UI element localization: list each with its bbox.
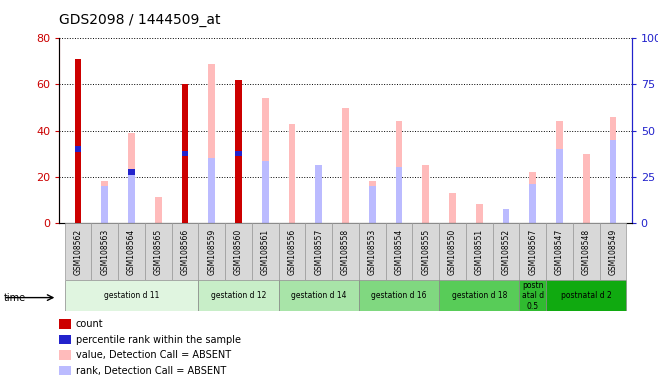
Bar xyxy=(519,223,546,280)
Text: GSM108555: GSM108555 xyxy=(421,228,430,275)
Bar xyxy=(609,117,617,223)
Bar xyxy=(128,172,135,223)
Bar xyxy=(305,223,332,280)
Text: GSM108559: GSM108559 xyxy=(207,228,216,275)
Text: time: time xyxy=(3,293,26,303)
Bar xyxy=(101,186,108,223)
Bar xyxy=(182,151,188,157)
Bar xyxy=(439,223,466,280)
Bar xyxy=(599,223,626,280)
Bar xyxy=(91,223,118,280)
Bar xyxy=(583,154,590,223)
Bar xyxy=(395,121,402,223)
Bar xyxy=(546,280,626,311)
Bar xyxy=(529,184,536,223)
Bar xyxy=(395,167,402,223)
Text: postnatal d 2: postnatal d 2 xyxy=(561,291,611,300)
Text: value, Detection Call = ABSENT: value, Detection Call = ABSENT xyxy=(76,350,231,360)
Bar xyxy=(172,223,198,280)
Bar xyxy=(289,124,295,223)
Text: GSM108549: GSM108549 xyxy=(609,228,617,275)
Bar xyxy=(74,146,82,152)
Text: GSM108562: GSM108562 xyxy=(74,228,82,275)
Text: GSM108565: GSM108565 xyxy=(154,228,163,275)
Text: GDS2098 / 1444509_at: GDS2098 / 1444509_at xyxy=(59,13,220,27)
Bar xyxy=(315,165,322,223)
Text: GSM108548: GSM108548 xyxy=(582,228,591,275)
Bar xyxy=(155,197,162,223)
Text: GSM108561: GSM108561 xyxy=(261,228,270,275)
Bar xyxy=(278,280,359,311)
Text: gestation d 18: gestation d 18 xyxy=(451,291,507,300)
Bar xyxy=(118,223,145,280)
Bar xyxy=(342,108,349,223)
Bar xyxy=(556,121,563,223)
Bar xyxy=(493,223,519,280)
Bar xyxy=(556,149,563,223)
Bar xyxy=(278,223,305,280)
Bar xyxy=(332,223,359,280)
Text: rank, Detection Call = ABSENT: rank, Detection Call = ABSENT xyxy=(76,366,226,376)
Text: GSM108563: GSM108563 xyxy=(100,228,109,275)
Bar xyxy=(101,181,108,223)
Bar xyxy=(609,140,617,223)
Text: GSM108566: GSM108566 xyxy=(180,228,190,275)
Text: postn
atal d
0.5: postn atal d 0.5 xyxy=(522,281,544,311)
Bar xyxy=(128,133,135,223)
Bar xyxy=(466,223,493,280)
Bar xyxy=(529,172,536,223)
Text: count: count xyxy=(76,319,103,329)
Bar xyxy=(209,64,215,223)
Bar xyxy=(64,280,198,311)
Bar xyxy=(315,165,322,223)
Text: GSM108554: GSM108554 xyxy=(394,228,403,275)
Bar xyxy=(519,280,546,311)
Bar xyxy=(198,223,225,280)
Bar xyxy=(74,59,82,223)
Bar xyxy=(413,223,439,280)
Text: GSM108553: GSM108553 xyxy=(368,228,376,275)
Text: GSM108567: GSM108567 xyxy=(528,228,537,275)
Bar xyxy=(546,223,573,280)
Text: GSM108552: GSM108552 xyxy=(501,228,511,275)
Bar xyxy=(182,84,188,223)
Bar xyxy=(145,223,172,280)
Text: gestation d 16: gestation d 16 xyxy=(371,291,426,300)
Bar xyxy=(209,158,215,223)
Bar xyxy=(262,161,268,223)
Text: GSM108547: GSM108547 xyxy=(555,228,564,275)
Bar xyxy=(503,209,509,223)
Text: GSM108560: GSM108560 xyxy=(234,228,243,275)
Text: percentile rank within the sample: percentile rank within the sample xyxy=(76,335,241,345)
Text: GSM108564: GSM108564 xyxy=(127,228,136,275)
Text: GSM108551: GSM108551 xyxy=(474,228,484,275)
Bar xyxy=(476,204,482,223)
Text: GSM108558: GSM108558 xyxy=(341,228,350,275)
Bar xyxy=(225,223,252,280)
Bar xyxy=(422,165,429,223)
Bar xyxy=(64,223,91,280)
Bar xyxy=(235,151,241,157)
Bar xyxy=(386,223,413,280)
Bar xyxy=(573,223,599,280)
Bar xyxy=(449,193,456,223)
Text: gestation d 11: gestation d 11 xyxy=(104,291,159,300)
Bar xyxy=(369,181,376,223)
Bar xyxy=(359,280,439,311)
Bar xyxy=(198,280,278,311)
Text: gestation d 14: gestation d 14 xyxy=(291,291,347,300)
Text: GSM108550: GSM108550 xyxy=(448,228,457,275)
Bar xyxy=(252,223,278,280)
Bar xyxy=(359,223,386,280)
Bar xyxy=(262,98,268,223)
Bar xyxy=(128,169,135,175)
Text: GSM108556: GSM108556 xyxy=(288,228,297,275)
Bar xyxy=(235,80,241,223)
Bar xyxy=(369,186,376,223)
Text: gestation d 12: gestation d 12 xyxy=(211,291,266,300)
Bar xyxy=(439,280,519,311)
Text: GSM108557: GSM108557 xyxy=(315,228,323,275)
